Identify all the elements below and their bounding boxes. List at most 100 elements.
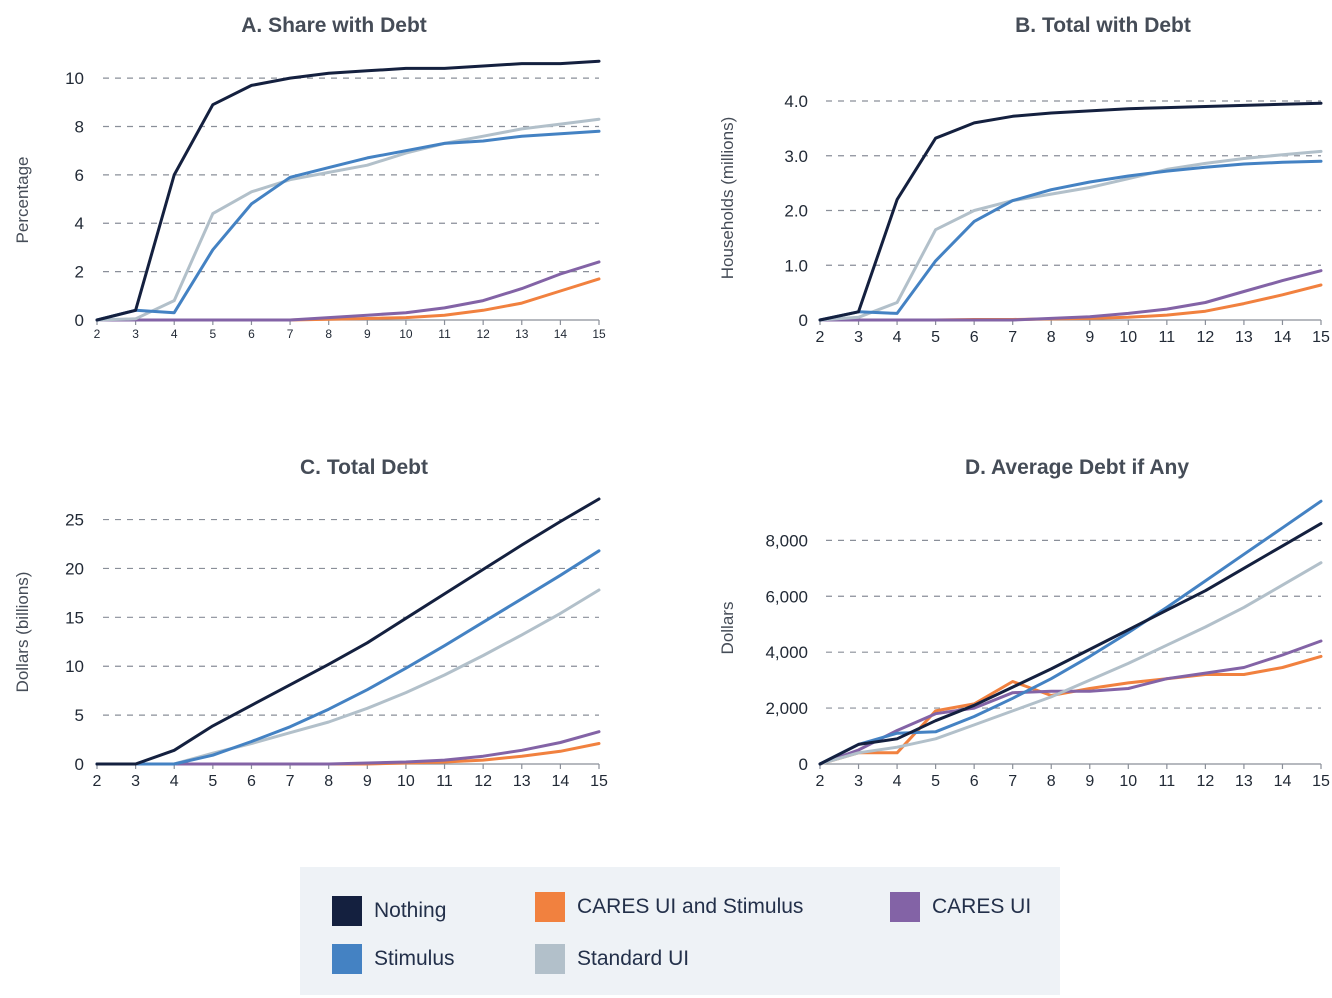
y-tick-label: 4.0: [784, 92, 808, 111]
x-tick-label: 14: [1274, 773, 1292, 790]
x-tick-label: 14: [551, 773, 569, 790]
legend-swatch: [535, 892, 565, 922]
legend-item-stimulus: Stimulus: [332, 939, 455, 979]
x-tick-label: 10: [1119, 773, 1137, 790]
x-tick-label: 2: [816, 329, 825, 346]
x-tick-label: 8: [1047, 329, 1056, 346]
x-tick-label: 3: [854, 329, 863, 346]
x-tick-label: 6: [248, 327, 255, 341]
legend-item-cares-ui: CARES UI: [890, 887, 1031, 927]
y-tick-label: 1.0: [784, 256, 808, 275]
x-tick-label: 15: [1312, 773, 1330, 790]
series-line-cares-ui: [818, 269, 1323, 322]
x-tick-label: 7: [287, 327, 294, 341]
x-tick-label: 12: [474, 773, 492, 790]
y-axis-label: Percentage: [13, 157, 32, 244]
legend-swatch: [332, 896, 362, 926]
y-axis-label: Dollars (billions): [13, 572, 32, 693]
series-line-standard-ui: [95, 588, 601, 766]
y-tick-label: 5: [75, 706, 84, 725]
x-tick-label: 12: [1196, 329, 1214, 346]
legend-label: Nothing: [374, 899, 447, 922]
y-tick-label: 2: [75, 263, 84, 282]
y-tick-label: 8: [75, 117, 84, 136]
x-tick-label: 7: [1008, 329, 1017, 346]
x-tick-label: 12: [1196, 773, 1214, 790]
x-tick-label: 11: [438, 327, 451, 341]
legend-item-nothing: Nothing: [332, 891, 446, 931]
legend: Nothing CARES UI and Stimulus CARES UI S…: [300, 867, 1060, 995]
series-line-nothing: [818, 522, 1323, 766]
x-tick-label: 8: [324, 773, 333, 790]
y-tick-label: 6,000: [765, 587, 808, 606]
y-axis-label: Households (millions): [718, 117, 737, 280]
x-tick-label: 4: [893, 329, 902, 346]
x-tick-label: 7: [286, 773, 295, 790]
y-tick-label: 0: [799, 755, 808, 774]
series-line-stimulus: [818, 499, 1323, 766]
series-line-standard-ui: [818, 561, 1323, 766]
x-tick-label: 6: [247, 773, 256, 790]
x-tick-label: 5: [931, 329, 940, 346]
y-tick-label: 8,000: [765, 531, 808, 550]
x-tick-label: 2: [94, 327, 101, 341]
x-tick-label: 11: [1159, 773, 1176, 790]
series-line-nothing: [818, 101, 1323, 322]
x-tick-label: 7: [1008, 773, 1017, 790]
chart-panel-4: D. Average Debt if Any Dollars 0 2,000 4,000…: [718, 456, 1330, 790]
x-tick-label: 9: [1085, 773, 1094, 790]
x-tick-label: 15: [1312, 329, 1330, 346]
y-tick-label: 3.0: [784, 147, 808, 166]
series-line-stimulus: [818, 159, 1323, 322]
x-tick-label: 5: [931, 773, 940, 790]
x-tick-label: 4: [170, 773, 179, 790]
x-tick-label: 2: [93, 773, 102, 790]
series-line-cares-ui: [95, 730, 601, 766]
x-tick-label: 15: [590, 773, 608, 790]
legend-item-cares-ui-and-stimulus: CARES UI and Stimulus: [535, 887, 803, 927]
legend-item-standard-ui: Standard UI: [535, 939, 689, 979]
x-tick-label: 14: [1274, 329, 1292, 346]
x-tick-label: 3: [132, 327, 139, 341]
chart-panel-3: C. Total Debt Dollars (billions) 0 5 10 15 20 2…: [13, 456, 608, 790]
series-line-stimulus: [95, 129, 601, 322]
y-tick-label: 20: [65, 559, 84, 578]
chart-title: D. Average Debt if Any: [965, 456, 1189, 479]
y-tick-label: 25: [65, 511, 84, 530]
chart-title: C. Total Debt: [300, 456, 428, 479]
series-line-nothing: [95, 497, 601, 766]
x-tick-label: 3: [854, 773, 863, 790]
x-tick-label: 13: [515, 327, 529, 341]
y-tick-label: 15: [65, 608, 84, 627]
y-tick-label: 0: [799, 311, 808, 330]
legend-swatch: [332, 944, 362, 974]
y-tick-label: 6: [75, 166, 84, 185]
x-tick-label: 2: [816, 773, 825, 790]
y-tick-label: 2.0: [784, 202, 808, 221]
y-tick-label: 4: [75, 214, 84, 233]
chart-title: B. Total with Debt: [1015, 14, 1191, 37]
x-tick-label: 8: [1047, 773, 1056, 790]
x-tick-label: 9: [1085, 329, 1094, 346]
series-line-cares-ui: [95, 260, 601, 322]
x-tick-label: 10: [399, 327, 413, 341]
x-tick-label: 9: [363, 773, 372, 790]
series-line-cares-ui: [818, 639, 1323, 766]
legend-label: CARES UI and Stimulus: [577, 895, 804, 918]
y-tick-label: 10: [65, 69, 84, 88]
legend-swatch: [890, 892, 920, 922]
y-tick-label: 10: [65, 657, 84, 676]
x-tick-label: 6: [970, 773, 979, 790]
chart-panel-2: B. Total with Debt Households (millions) 0…: [718, 14, 1330, 346]
series-line-nothing: [95, 59, 601, 322]
y-tick-label: 0: [75, 311, 84, 330]
x-tick-label: 10: [1119, 329, 1137, 346]
x-tick-label: 4: [893, 773, 902, 790]
x-tick-label: 11: [1159, 329, 1176, 346]
chart-title: A. Share with Debt: [241, 14, 427, 37]
series-line-standard-ui: [95, 117, 601, 322]
series-line-stimulus: [95, 549, 601, 766]
x-tick-label: 5: [208, 773, 217, 790]
